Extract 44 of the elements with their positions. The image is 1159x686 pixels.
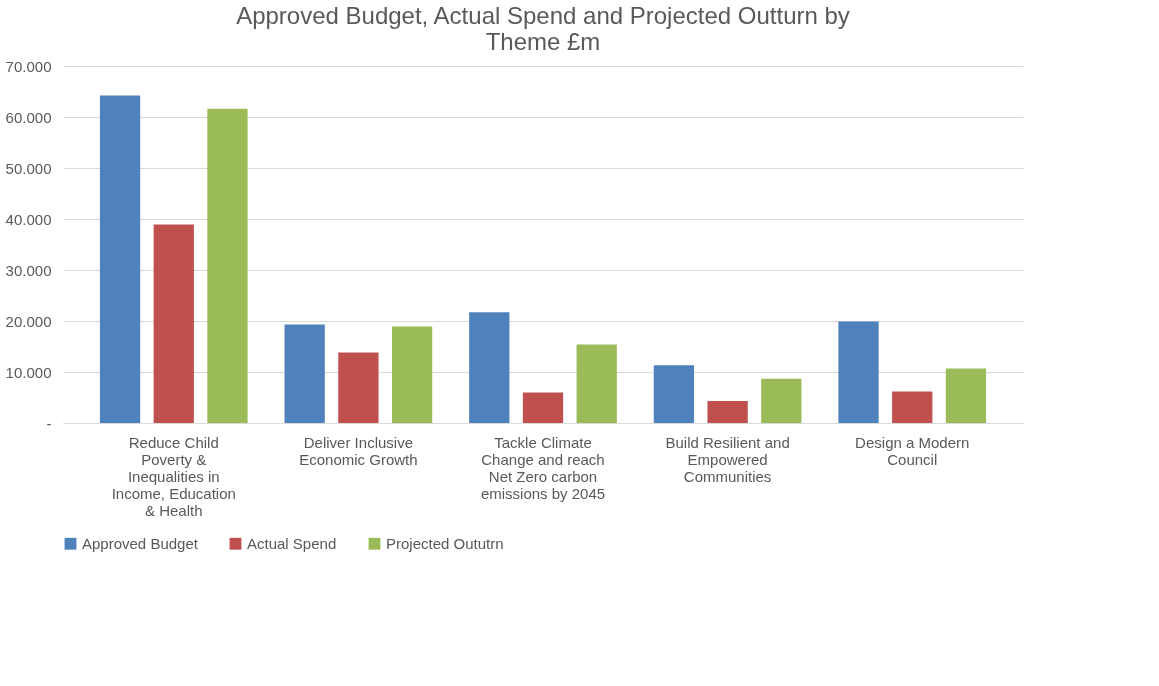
y-tick-label: 20.000 (5, 312, 52, 330)
bar (207, 108, 248, 423)
bar (945, 368, 987, 423)
legend-label: Projected Oututrn (386, 534, 504, 552)
text: Approved Budget, Actual Spend and Projected Outturn by (236, 2, 850, 29)
bar (576, 344, 617, 423)
y-tick-label: 70.000 (5, 57, 52, 75)
bar (338, 352, 379, 423)
bar (707, 401, 748, 423)
category-label: & Health (145, 501, 203, 519)
category-label: Build Resilient and (665, 433, 790, 451)
category-label: Council (887, 450, 938, 468)
category-label: Inequalities in (127, 467, 220, 485)
category-label: Tackle Climate (494, 433, 592, 451)
y-tick-label: 50.000 (5, 159, 52, 177)
category-label: Empowered (687, 450, 768, 468)
bar (153, 224, 194, 423)
category-label: Design a Modern (855, 433, 970, 451)
y-tick-label: 10.000 (5, 363, 52, 381)
category-label: Net Zero carbon (488, 467, 598, 485)
bar (838, 321, 879, 423)
y-tick-label: 40.000 (5, 210, 52, 228)
bar (892, 391, 933, 423)
bar (761, 378, 802, 423)
bar (522, 392, 564, 423)
y-tick-label: 30.000 (5, 261, 52, 279)
bar (284, 324, 325, 423)
text: Theme £m (485, 28, 601, 55)
category-label: Reduce Child (128, 433, 219, 451)
legend-label: Actual Spend (247, 534, 337, 552)
bar (99, 95, 141, 423)
y-tick-label: 60.000 (5, 108, 52, 126)
bar (391, 326, 433, 423)
category-label: Communities (683, 467, 772, 485)
bar (653, 365, 695, 423)
category-label: emissions by 2045 (480, 484, 606, 502)
category-label: Change and reach (481, 450, 605, 468)
category-label: Poverty & (141, 450, 207, 468)
y-tick-label: - (46, 414, 52, 432)
category-label: Economic Growth (299, 450, 418, 468)
bar (469, 312, 510, 423)
category-label: Deliver Inclusive (303, 433, 413, 451)
category-label: Income, Education (111, 484, 236, 502)
legend-label: Approved Budget (82, 534, 199, 552)
